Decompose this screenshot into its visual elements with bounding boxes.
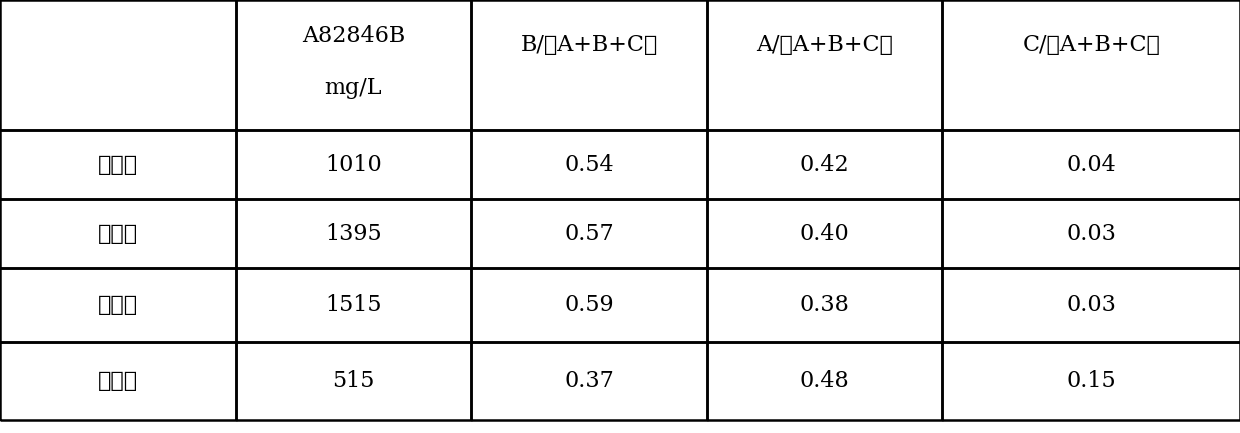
Text: 0.54: 0.54 — [564, 154, 614, 175]
Text: 1515: 1515 — [325, 294, 382, 316]
Text: B/（A+B+C）: B/（A+B+C） — [521, 35, 657, 56]
Text: 0.03: 0.03 — [1066, 223, 1116, 245]
Text: 0.15: 0.15 — [1066, 370, 1116, 392]
Text: 0.04: 0.04 — [1066, 154, 1116, 175]
Text: A82846B: A82846B — [301, 26, 405, 47]
Text: 0.59: 0.59 — [564, 294, 614, 316]
Text: 第三组: 第三组 — [98, 295, 138, 315]
Text: 515: 515 — [332, 370, 374, 392]
Text: 第二组: 第二组 — [98, 224, 138, 244]
Text: 0.38: 0.38 — [800, 294, 849, 316]
Text: 0.48: 0.48 — [800, 370, 849, 392]
Text: 1395: 1395 — [325, 223, 382, 245]
Text: 0.57: 0.57 — [564, 223, 614, 245]
Text: 0.37: 0.37 — [564, 370, 614, 392]
Text: 1010: 1010 — [325, 154, 382, 175]
Text: C/（A+B+C）: C/（A+B+C） — [1022, 35, 1161, 56]
Text: A/（A+B+C）: A/（A+B+C） — [756, 35, 893, 56]
Text: 0.42: 0.42 — [800, 154, 849, 175]
Text: 第四组: 第四组 — [98, 371, 138, 391]
Text: 0.03: 0.03 — [1066, 294, 1116, 316]
Text: mg/L: mg/L — [325, 78, 382, 99]
Text: 0.40: 0.40 — [800, 223, 849, 245]
Text: 第一组: 第一组 — [98, 155, 138, 174]
